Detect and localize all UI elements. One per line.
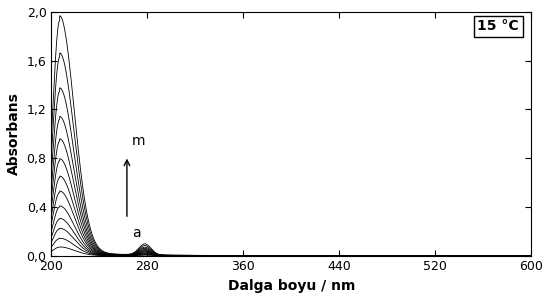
Text: a: a <box>131 226 140 240</box>
X-axis label: Dalga boyu / nm: Dalga boyu / nm <box>228 279 355 293</box>
Text: 15 °C: 15 °C <box>477 19 519 33</box>
Text: m: m <box>131 134 145 148</box>
Y-axis label: Absorbans: Absorbans <box>7 92 21 175</box>
